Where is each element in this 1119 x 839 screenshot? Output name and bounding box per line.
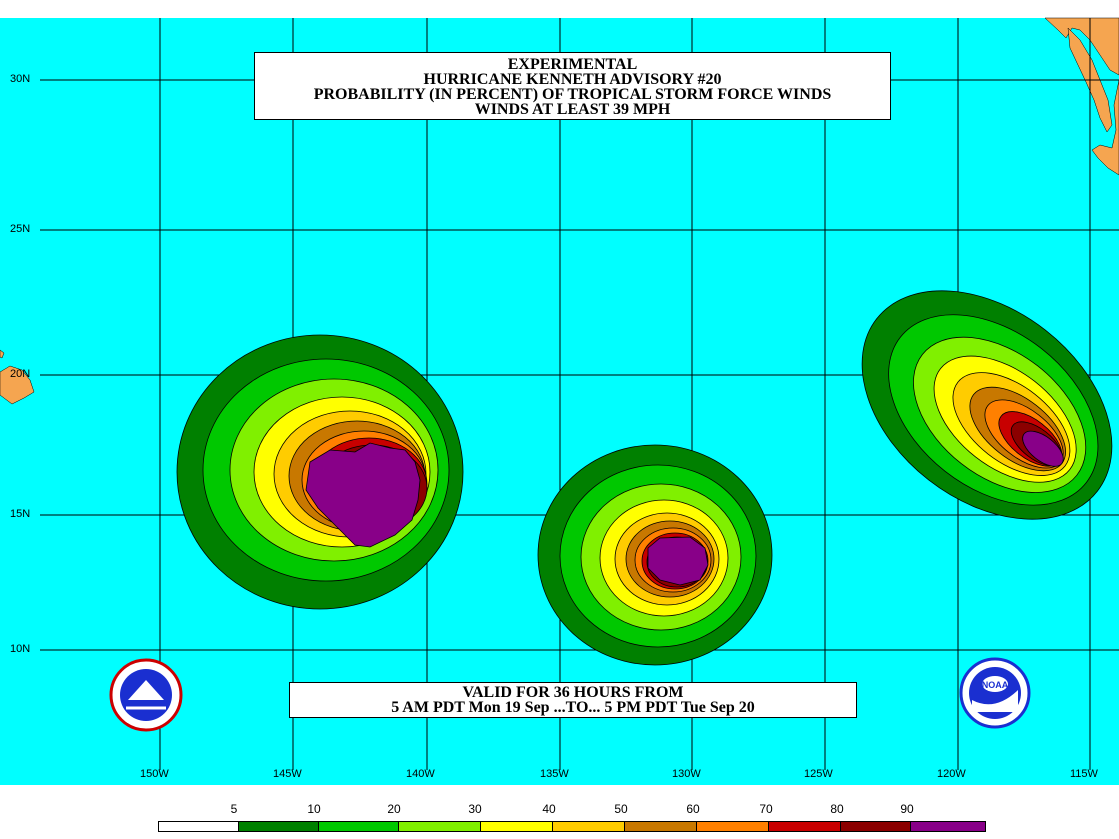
legend-swatch bbox=[159, 822, 239, 831]
legend-swatch bbox=[553, 822, 625, 831]
lon-label-130w: 130W bbox=[672, 768, 701, 780]
lon-label-145w: 145W bbox=[273, 768, 302, 780]
lat-label-25n: 25N bbox=[10, 223, 31, 235]
maui-island bbox=[0, 349, 5, 359]
legend-swatch bbox=[399, 822, 481, 831]
legend-label-40: 40 bbox=[542, 802, 556, 816]
legend-label-80: 80 bbox=[830, 802, 844, 816]
svg-text:NOAA: NOAA bbox=[982, 680, 1009, 690]
lon-label-115w: 115W bbox=[1070, 768, 1098, 780]
legend-swatch bbox=[769, 822, 841, 831]
legend-label-90: 90 bbox=[900, 802, 914, 816]
probability-area-center bbox=[537, 444, 773, 666]
mexico-mainland-land bbox=[1091, 79, 1119, 176]
lon-label-135w: 135W bbox=[540, 768, 569, 780]
probability-area-east bbox=[861, 290, 1113, 520]
lon-label-150w: 150W bbox=[140, 768, 169, 780]
legend-label-70: 70 bbox=[759, 802, 773, 816]
lon-label-125w: 125W bbox=[804, 768, 833, 780]
probability-map: NOAA bbox=[0, 17, 1119, 785]
noaa-logo: NOAA bbox=[959, 657, 1031, 729]
valid-period: VALID FOR 36 HOURS FROM 5 AM PDT Mon 19 … bbox=[289, 682, 857, 718]
legend-swatch bbox=[239, 822, 319, 831]
valid-line-2: 5 AM PDT Mon 19 Sep ...TO... 5 PM PDT Tu… bbox=[391, 699, 755, 716]
legend-color-bar bbox=[158, 821, 986, 832]
legend-swatch bbox=[841, 822, 911, 831]
title-line-4: WINDS AT LEAST 39 MPH bbox=[474, 101, 671, 118]
title-line-2: HURRICANE KENNETH ADVISORY #20 bbox=[423, 71, 722, 88]
map-title: EXPERIMENTAL HURRICANE KENNETH ADVISORY … bbox=[254, 52, 891, 120]
lon-label-140w: 140W bbox=[406, 768, 435, 780]
legend-swatch bbox=[697, 822, 769, 831]
lat-label-30n: 30N bbox=[10, 73, 31, 85]
hawaii-island bbox=[0, 365, 35, 405]
legend-label-60: 60 bbox=[686, 802, 700, 816]
title-line-1: EXPERIMENTAL bbox=[507, 56, 638, 73]
lat-label-15n: 15N bbox=[10, 508, 31, 520]
legend-swatch bbox=[625, 822, 697, 831]
legend-label-20: 20 bbox=[387, 802, 401, 816]
legend-label-10: 10 bbox=[307, 802, 321, 816]
lat-label-10n: 10N bbox=[10, 643, 31, 655]
lon-label-120w: 120W bbox=[937, 768, 966, 780]
legend-swatch bbox=[319, 822, 399, 831]
legend-label-30: 30 bbox=[468, 802, 482, 816]
nws-logo bbox=[109, 658, 183, 732]
valid-line-1: VALID FOR 36 HOURS FROM bbox=[462, 684, 684, 701]
legend-swatch bbox=[481, 822, 553, 831]
legend-swatch bbox=[911, 822, 985, 831]
title-line-3: PROBABILITY (IN PERCENT) OF TROPICAL STO… bbox=[313, 86, 832, 103]
lat-label-20n: 20N bbox=[10, 368, 31, 380]
probability-area-west bbox=[176, 334, 464, 610]
legend-label-5: 5 bbox=[230, 802, 238, 816]
legend-label-50: 50 bbox=[614, 802, 628, 816]
